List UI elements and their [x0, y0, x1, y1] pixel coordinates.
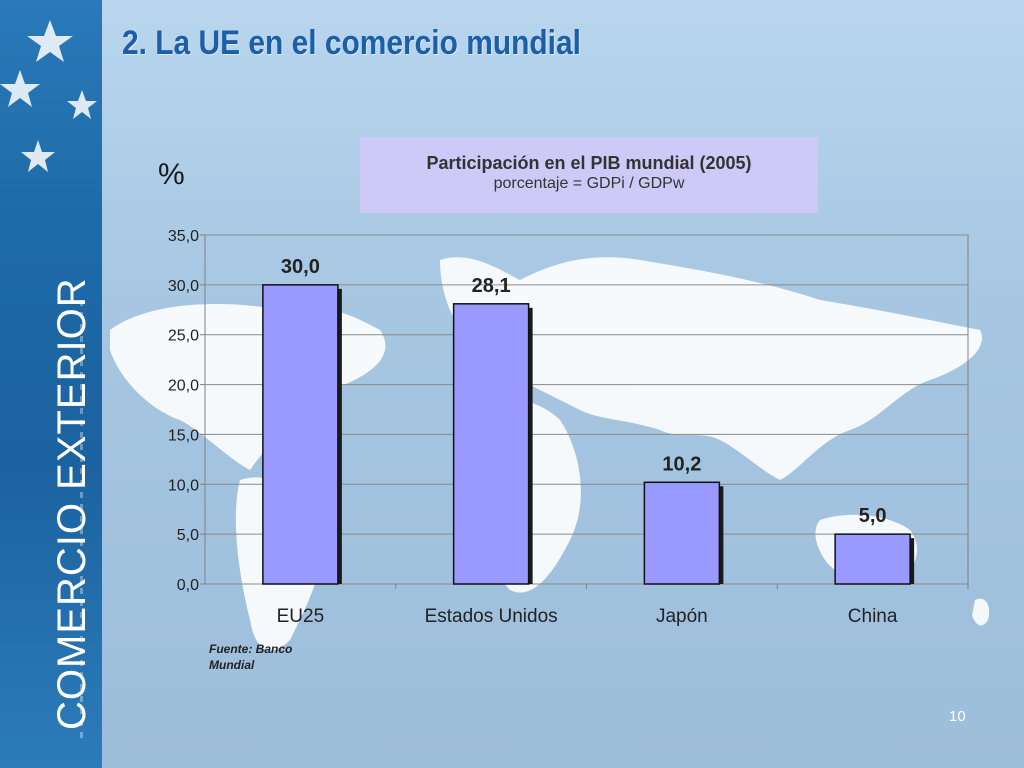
- bar-value-label: 10,2: [662, 453, 701, 475]
- unit-symbol: %: [158, 158, 185, 191]
- y-tick-label: 35,0: [168, 228, 199, 245]
- bar: [452, 303, 530, 585]
- bar-value-label: 28,1: [472, 275, 511, 297]
- x-tick-label: Japón: [656, 606, 708, 627]
- y-tick-label: 30,0: [168, 278, 199, 295]
- slide-title: 2. La UE en el comercio mundial: [122, 24, 581, 62]
- bar: [643, 481, 721, 585]
- bar: [262, 284, 339, 585]
- y-tick-label: 0,0: [177, 577, 199, 594]
- sidebar-banner: COMERCIO EXTERIOR: [0, 0, 102, 768]
- chart-title: Participación en el PIB mundial (2005): [426, 153, 752, 173]
- bar: [834, 533, 911, 585]
- y-tick-label: 5,0: [177, 527, 199, 544]
- y-tick-label: 25,0: [168, 328, 199, 345]
- y-tick-label: 20,0: [168, 378, 199, 395]
- source-note: Fuente: Banco Mundial: [209, 642, 293, 672]
- bar-value-label: 5,0: [859, 505, 887, 527]
- y-tick-label: 15,0: [168, 427, 199, 444]
- chart-title-box: Participación en el PIB mundial (2005) p…: [360, 137, 818, 213]
- y-tick-label: 10,0: [168, 477, 199, 494]
- eu-stars-decoration: [0, 20, 97, 172]
- x-tick-label: Estados Unidos: [425, 606, 558, 627]
- chart-subtitle: porcentaje = GDPi / GDPw: [493, 175, 685, 192]
- page-number: 10: [949, 708, 966, 725]
- x-tick-label: China: [848, 606, 898, 627]
- bar-value-label: 30,0: [281, 256, 320, 278]
- x-tick-label: EU25: [277, 606, 325, 627]
